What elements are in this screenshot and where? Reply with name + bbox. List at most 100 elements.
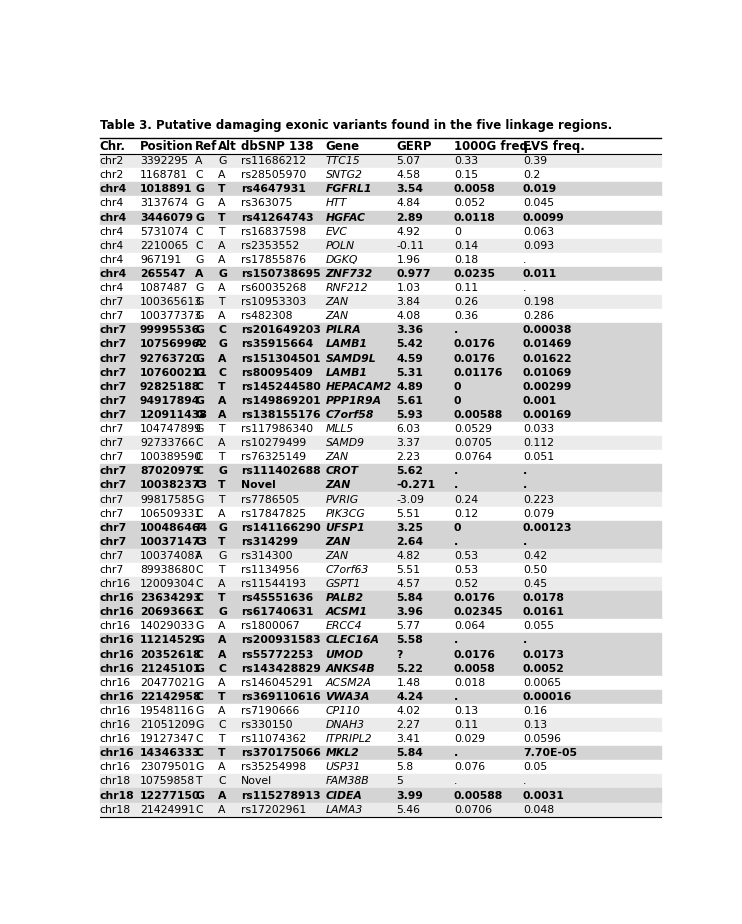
Text: chr7: chr7 (99, 452, 124, 462)
Text: 0.0052: 0.0052 (523, 663, 565, 674)
Text: ACSM1: ACSM1 (326, 607, 367, 617)
Text: 1087487: 1087487 (140, 283, 188, 293)
Text: chr7: chr7 (99, 508, 124, 518)
Bar (99, 774, 661, 788)
Text: chr7: chr7 (99, 339, 127, 349)
Text: MLL5: MLL5 (326, 424, 354, 434)
Text: 0.0058: 0.0058 (454, 663, 496, 674)
Text: 4.08: 4.08 (396, 311, 421, 322)
Bar (99, 549, 661, 563)
Text: 0.051: 0.051 (523, 452, 554, 462)
Text: chr7: chr7 (99, 354, 127, 363)
Bar (99, 464, 661, 479)
Text: G: G (218, 269, 227, 279)
Text: Novel: Novel (241, 480, 276, 491)
Text: A: A (218, 762, 226, 772)
Text: rs28505970: rs28505970 (241, 170, 306, 180)
Text: 5.62: 5.62 (396, 467, 424, 476)
Text: 0.055: 0.055 (523, 621, 554, 631)
Text: 0.0178: 0.0178 (523, 593, 565, 603)
Text: LAMB1: LAMB1 (326, 368, 367, 378)
Bar (99, 788, 661, 803)
Text: 0.11: 0.11 (454, 720, 478, 730)
Text: C: C (195, 735, 203, 744)
Text: 0.02345: 0.02345 (454, 607, 504, 617)
Text: G: G (195, 255, 203, 265)
Text: 100377373: 100377373 (140, 311, 202, 322)
Bar (99, 492, 661, 506)
Text: chr7: chr7 (99, 480, 127, 491)
Text: C: C (195, 579, 203, 590)
Text: ERCC4: ERCC4 (326, 621, 362, 631)
Text: 5.84: 5.84 (396, 593, 423, 603)
Text: 3.84: 3.84 (396, 298, 421, 307)
Text: 1168781: 1168781 (140, 170, 188, 180)
Text: rs17202961: rs17202961 (241, 805, 306, 815)
Text: A: A (218, 579, 226, 590)
Text: .: . (523, 776, 526, 786)
Bar (99, 380, 661, 394)
Text: chr4: chr4 (99, 199, 124, 209)
Text: UFSP1: UFSP1 (326, 523, 365, 533)
Text: 5731074: 5731074 (140, 226, 188, 237)
Text: rs11544193: rs11544193 (241, 579, 306, 590)
Text: 99817585: 99817585 (140, 494, 195, 505)
Text: ZAN: ZAN (326, 551, 349, 561)
Text: C: C (195, 565, 203, 575)
Text: A: A (195, 339, 203, 349)
Text: rs35254998: rs35254998 (241, 762, 306, 772)
Text: G: G (195, 621, 203, 631)
Text: A: A (218, 241, 226, 250)
Text: 3.99: 3.99 (396, 791, 423, 800)
Text: 0.36: 0.36 (454, 311, 478, 322)
Text: G: G (218, 467, 227, 476)
Text: 0.11: 0.11 (454, 283, 478, 293)
Text: chr18: chr18 (99, 776, 131, 786)
Text: chr18: chr18 (99, 791, 134, 800)
Text: 2.23: 2.23 (396, 452, 421, 462)
Text: C: C (218, 776, 226, 786)
Text: GSPT1: GSPT1 (326, 579, 361, 590)
Text: 3392295: 3392295 (140, 156, 188, 166)
Text: G: G (195, 199, 203, 209)
Text: HGFAC: HGFAC (326, 213, 366, 223)
Text: 0.0173: 0.0173 (523, 650, 565, 660)
Text: ?: ? (396, 650, 403, 660)
Bar (99, 675, 661, 690)
Text: C7orf58: C7orf58 (326, 410, 374, 419)
Bar (99, 479, 661, 492)
Text: chr7: chr7 (99, 537, 127, 547)
Text: C7orf63: C7orf63 (326, 565, 369, 575)
Text: 0.00588: 0.00588 (454, 791, 503, 800)
Text: CROT: CROT (326, 467, 358, 476)
Text: C: C (195, 508, 203, 518)
Text: .: . (454, 636, 458, 646)
Text: T: T (218, 494, 225, 505)
Text: 20693663: 20693663 (140, 607, 200, 617)
Text: 0.16: 0.16 (523, 706, 547, 716)
Text: rs80095409: rs80095409 (241, 368, 313, 378)
Bar (99, 394, 661, 407)
Text: 4.59: 4.59 (396, 354, 423, 363)
Text: G: G (195, 354, 204, 363)
Text: 21424991: 21424991 (140, 805, 195, 815)
Text: chr7: chr7 (99, 438, 124, 448)
Text: T: T (218, 735, 225, 744)
Bar (99, 605, 661, 619)
Text: 106509331: 106509331 (140, 508, 202, 518)
Text: 0.00038: 0.00038 (523, 325, 572, 335)
Text: 4.89: 4.89 (396, 382, 423, 392)
Text: rs330150: rs330150 (241, 720, 293, 730)
Text: -3.09: -3.09 (396, 494, 424, 505)
Text: chr4: chr4 (99, 241, 124, 250)
Text: 20477021: 20477021 (140, 678, 195, 687)
Text: 94917894: 94917894 (140, 395, 200, 406)
Text: C: C (195, 438, 203, 448)
Bar (99, 422, 661, 436)
Text: C: C (218, 663, 226, 674)
Text: 0.0058: 0.0058 (454, 185, 496, 194)
Text: ZAN: ZAN (326, 452, 349, 462)
Text: rs41264743: rs41264743 (241, 213, 314, 223)
Text: A: A (218, 395, 226, 406)
Text: .: . (454, 748, 458, 759)
